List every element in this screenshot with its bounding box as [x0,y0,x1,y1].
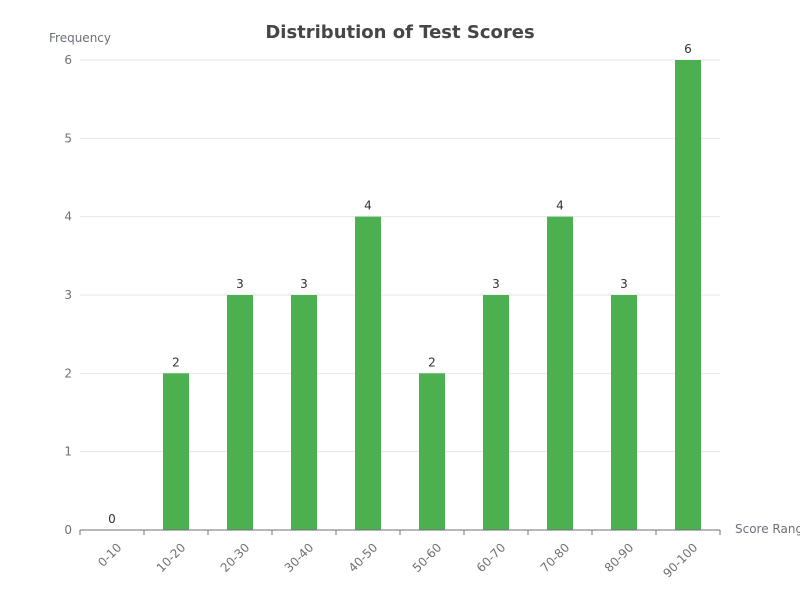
bar-value-label: 4 [364,199,372,213]
x-axis-name: Score Rang [735,522,800,536]
y-tick-label: 4 [64,210,72,224]
bar-30-40[interactable] [291,295,317,530]
x-tick-label: 20-30 [218,540,253,575]
bar-70-80[interactable] [547,216,573,530]
y-tick-label: 1 [64,445,72,459]
y-tick-label: 3 [64,288,72,302]
x-axis: 0-10 10-20 20-30 30-40 40-50 50-60 60-70 70-80 8… [79,529,721,580]
y-tick-label: 2 [64,366,72,380]
bar-value-label: 4 [556,199,564,213]
bar-value-label: 0 [108,512,116,526]
chart-title: Distribution of Test Scores [265,22,534,43]
bar-90-100[interactable] [675,60,701,530]
bar-value-label: 6 [684,42,692,56]
bar-value-label: 2 [172,355,180,369]
x-tick-label: 60-70 [474,540,509,575]
x-tick-label: 10-20 [154,540,189,575]
bar-80-90[interactable] [611,295,637,530]
x-tick-label: 90-100 [660,540,700,580]
bars [163,60,701,530]
y-tick-label: 6 [64,53,72,67]
y-axis-name: Frequency [49,31,111,45]
bar-60-70[interactable] [483,295,509,530]
x-tick-label: 0-10 [95,540,124,569]
y-axis-ticks: 0 1 2 3 4 5 6 [64,53,72,537]
bar-50-60[interactable] [419,373,445,530]
bar-value-label: 3 [492,277,500,291]
y-tick-label: 0 [64,523,72,537]
bar-value-label: 2 [428,355,436,369]
x-tick-label: 80-90 [602,540,637,575]
y-tick-label: 5 [64,131,72,145]
x-tick-label: 40-50 [346,540,381,575]
value-labels: 0 2 3 3 4 2 3 4 3 6 [108,42,692,526]
bar-value-label: 3 [620,277,628,291]
bar-20-30[interactable] [227,295,253,530]
bar-value-label: 3 [236,277,244,291]
x-tick-label: 30-40 [282,540,317,575]
bar-40-50[interactable] [355,216,381,530]
bar-value-label: 3 [300,277,308,291]
x-tick-label: 70-80 [538,540,573,575]
bar-10-20[interactable] [163,373,189,530]
x-tick-label: 50-60 [410,540,445,575]
